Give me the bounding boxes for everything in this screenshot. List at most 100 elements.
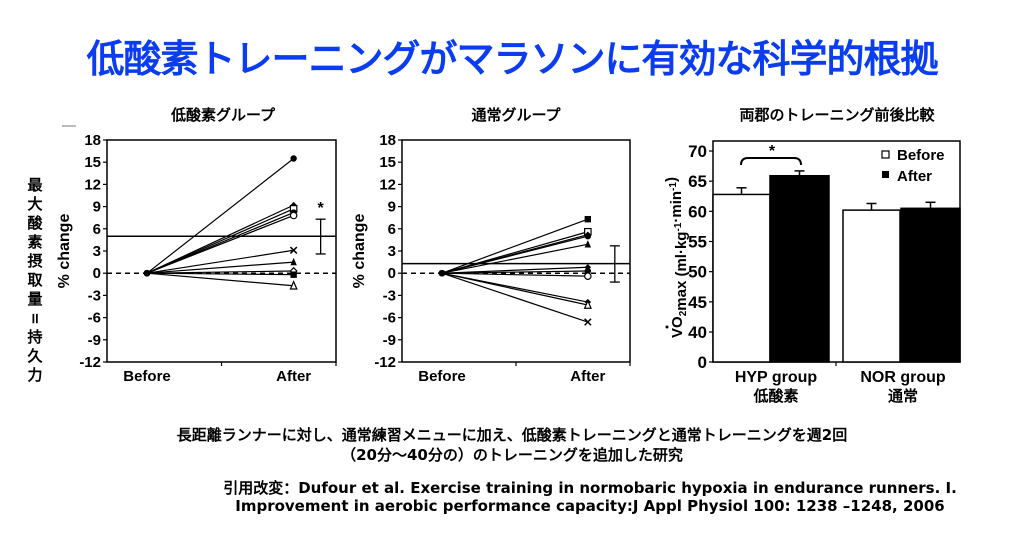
marker-filled-circle	[584, 233, 592, 240]
series-line	[441, 266, 588, 274]
y-tick-label: 9	[388, 199, 396, 216]
marker-filled-square	[290, 271, 297, 278]
y-tick-label: 55	[688, 233, 707, 252]
marker-cross	[584, 318, 592, 326]
side-label: 最 大 酸 素 摂 取 量 = 持 久 力	[24, 176, 46, 385]
series-line	[146, 270, 294, 274]
marker-filled-circle	[143, 270, 151, 277]
marker-filled-diamond	[584, 264, 592, 271]
side-label-char: 大	[27, 195, 43, 213]
chart1-title: 低酸素グループ	[170, 106, 276, 124]
chart3-title: 両郡のトレーニング前後比較	[739, 106, 935, 124]
y-axis-label-part: )	[663, 177, 680, 182]
y-tick-label: 12	[379, 176, 396, 193]
significance-star: *	[769, 143, 776, 160]
marker-filled-circle	[584, 267, 592, 275]
marker-open-circle	[289, 211, 298, 220]
x-tick-label-after: After	[570, 368, 605, 385]
series-line	[146, 214, 294, 274]
series-line	[441, 272, 588, 306]
y-tick-label: 0	[93, 265, 101, 282]
page-title: 低酸素トレーニングがマラソンに有効な科学的根拠	[86, 37, 938, 81]
marker-open-triangle	[583, 299, 592, 309]
y-axis-label: VO2max (ml·kg-1·min-1)	[663, 177, 690, 338]
bar-before	[842, 209, 901, 363]
y-tick-label: -9	[88, 332, 101, 349]
y-axis-label-part: ·min	[668, 191, 685, 223]
x-tick-label-after: After	[276, 368, 311, 385]
y-tick-label: 12	[84, 176, 101, 193]
y-tick-label: 50	[688, 263, 707, 282]
y-tick-label: 18	[379, 132, 396, 149]
series-line	[146, 249, 294, 274]
series-line	[441, 272, 588, 277]
chart2-normal-group: 18 15 12 9 6 3 0 -3 -6 -9 -12 Before After % change	[351, 132, 631, 385]
marker-open-circle	[584, 272, 592, 280]
marker-cross	[289, 246, 298, 254]
y-axis-label-part: -1	[668, 182, 679, 191]
marker-filled-triangle	[290, 257, 297, 266]
side-label-char: 摂	[27, 252, 43, 270]
y-axis-label-part: VO	[669, 316, 686, 338]
y-tick-label: 6	[388, 221, 396, 238]
marker-filled-circle	[438, 270, 446, 277]
side-label-char: 最	[27, 176, 43, 194]
chart2-title: 通常グループ	[471, 106, 561, 124]
y-axis-label-part: 2	[678, 310, 689, 316]
series-line	[146, 158, 295, 274]
v-dot-accent	[665, 325, 669, 329]
y-tick-label: 40	[688, 323, 707, 342]
y-tick-label: -3	[88, 287, 101, 304]
side-label-char: 力	[27, 366, 43, 384]
series-line	[441, 270, 588, 274]
marker-filled-square	[584, 215, 592, 223]
y-tick-label: 18	[84, 132, 101, 149]
x-category-sublabel: 低酸素	[752, 387, 798, 405]
caption-line-1: 長距離ランナーに対し、通常練習メニューに加え、低酸素トレーニングと通常トレーニン…	[176, 426, 848, 444]
y-tick-label: 15	[379, 154, 396, 171]
side-label-char: 久	[27, 347, 43, 365]
series-line	[441, 218, 589, 274]
legend-swatch-before	[881, 150, 890, 159]
y-tick-label: -3	[383, 287, 396, 304]
side-label-char: 量	[27, 290, 43, 308]
bar-before	[712, 193, 771, 363]
bar-after	[900, 207, 961, 363]
significance-star: *	[318, 200, 325, 217]
side-label-char: 酸	[27, 214, 43, 232]
y-tick-label: -9	[383, 332, 396, 349]
chart3-bar-comparison: 70 65 60 55 50 45 40 0 * Before After HYP group NOR …	[663, 140, 961, 405]
marker-filled-circle	[290, 155, 297, 162]
y-tick-label: 0	[388, 265, 396, 282]
y-tick-label: 45	[688, 293, 707, 312]
y-axis-label-part: max (ml·kg	[673, 232, 690, 311]
caption-line-2: （20分〜40分の）のトレーニングを追加した研究	[341, 446, 683, 464]
y-tick-label: 65	[688, 172, 707, 191]
y-tick-label: 9	[93, 199, 101, 216]
y-tick-label: -6	[88, 310, 101, 327]
side-label-char: 素	[27, 233, 43, 251]
plot-frame	[106, 139, 337, 363]
series-line	[146, 272, 294, 287]
side-label-char: 持	[27, 328, 43, 346]
y-tick-label: 3	[388, 243, 396, 260]
y-tick-label: -12	[374, 354, 396, 371]
x-category-label: NOR group	[860, 369, 946, 386]
marker-filled-triangle	[584, 240, 592, 248]
y-tick-label: 70	[688, 142, 707, 161]
y-tick-label: -6	[383, 310, 396, 327]
marker-open-triangle	[289, 280, 298, 290]
legend-label-after: After	[897, 168, 932, 185]
y-axis-label: % change	[56, 214, 73, 289]
series-line	[441, 272, 589, 323]
plot-frame	[401, 139, 631, 363]
series-line	[441, 235, 588, 274]
side-label-char: 取	[27, 271, 43, 289]
series-line	[146, 272, 294, 276]
x-category-sublabel: 通常	[888, 387, 918, 405]
y-tick-label: 6	[93, 221, 101, 238]
bar-after	[769, 174, 830, 363]
y-tick-label: 15	[84, 154, 101, 171]
legend-swatch-after	[882, 171, 889, 178]
